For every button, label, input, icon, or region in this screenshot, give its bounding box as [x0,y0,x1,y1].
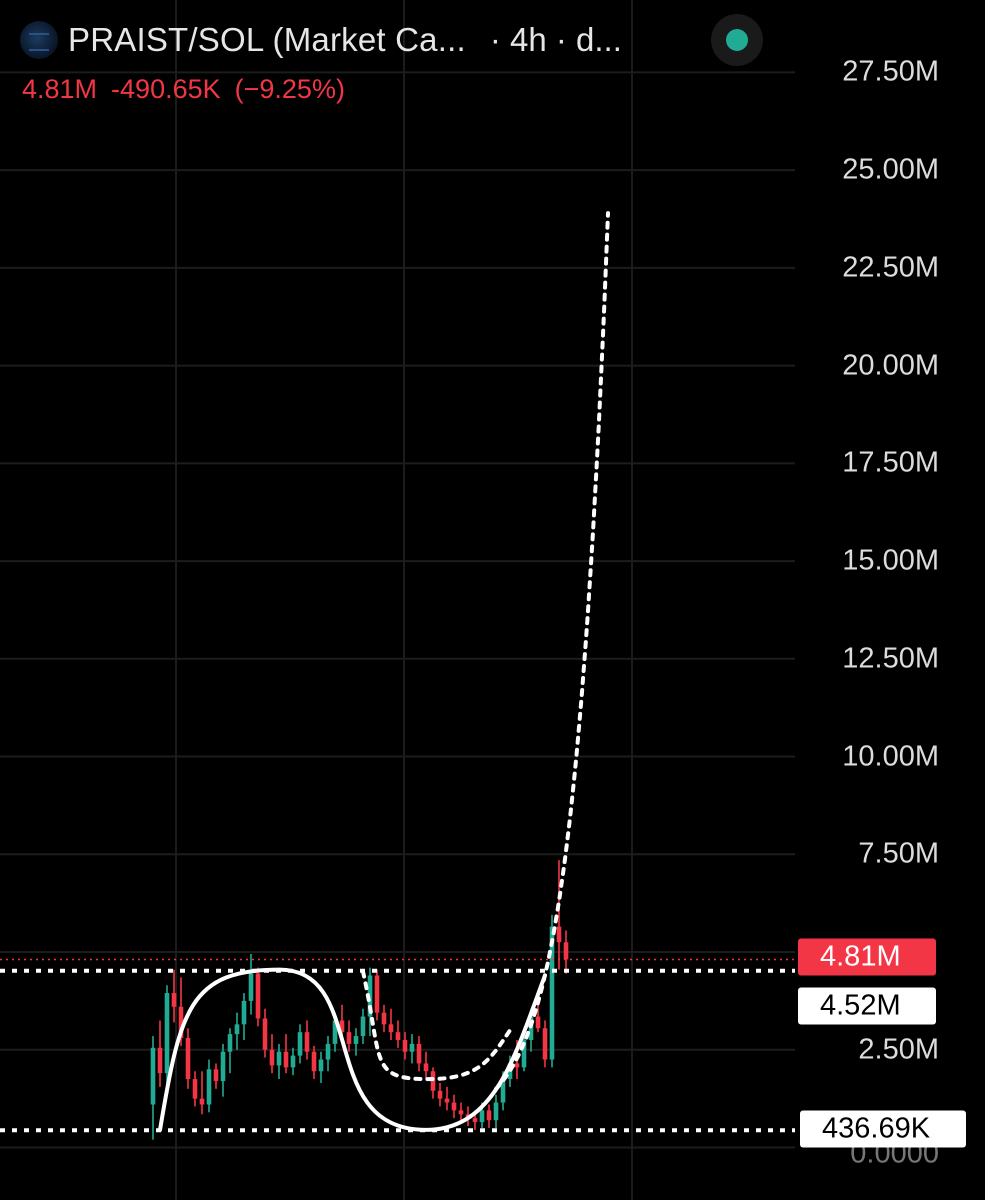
candle-body [192,1079,198,1099]
quote-line: 4.81M -490.65K (−9.25%) [22,74,345,105]
y-axis-tick-label: 27.50M [842,55,939,88]
candle-body [199,1098,205,1105]
candle-body [451,1102,457,1111]
candle-body [290,1055,296,1068]
candle-body [276,1051,282,1066]
candle-body [248,973,254,1001]
candle-body [430,1071,436,1091]
candle-body [234,1024,240,1035]
candle-body [227,1034,233,1052]
y-axis-tick-label: 17.50M [842,446,939,479]
y-axis-tick-label: 22.50M [842,251,939,284]
candle-body [353,1036,359,1044]
candle-body [395,1032,401,1040]
y-axis-tick-label: 20.00M [842,349,939,382]
candle-body [262,1018,268,1050]
candle-body [416,1043,422,1064]
interval-label[interactable]: · 4h · d... [489,21,622,58]
candle-body [325,1043,331,1060]
candle-body [255,973,261,1019]
candle-body [535,1016,541,1029]
cup-curve [361,969,512,1082]
change-value: -490.65K [111,74,221,104]
y-axis-tick-label: 12.50M [842,642,939,675]
candle-body [409,1043,415,1052]
candle-body [423,1063,429,1072]
wave-curve [158,967,547,1132]
candle-body [556,926,562,943]
low-price-tag: 436.69K [800,1110,966,1148]
candle-body [213,1069,219,1082]
candle-body [437,1090,443,1099]
candle-body [444,1098,450,1103]
market-status-dot-icon [726,29,748,51]
candle-body [171,993,177,1007]
candle-body [493,1102,499,1121]
candle-body [472,1118,478,1123]
candle-body [164,993,170,1074]
chart-header: PRAIST/SOL (Market Ca... · 4h · d... [20,18,622,62]
candle-body [521,1039,527,1068]
candle-body [311,1051,317,1072]
candle-body [381,1012,387,1025]
candle-body [458,1110,464,1115]
symbol-title[interactable]: PRAIST/SOL (Market Ca... [68,21,466,58]
candle-body [549,926,555,1060]
y-axis-tick-label: 7.50M [858,837,939,870]
level-price-tag: 4.52M [798,987,936,1025]
candle-body [388,1024,394,1033]
candle-body [332,1020,338,1044]
candle-body [479,1110,485,1123]
candle-body [402,1039,408,1052]
candle-body [360,1016,366,1037]
last-price-value: 4.81M [22,74,98,104]
candle-body [563,942,569,960]
candle-body [178,1006,184,1039]
change-percent: (−9.25%) [234,74,345,104]
candle-body [528,1016,534,1040]
candle-body [297,1032,303,1056]
candle-body [220,1051,226,1082]
candle-body [542,1028,548,1060]
candle-body [486,1110,492,1121]
candle-body [374,975,380,1013]
y-axis-tick-label: 10.00M [842,740,939,773]
candle-body [185,1038,191,1080]
market-status-button[interactable] [711,14,763,66]
last-price-tag: 4.81M [798,938,936,976]
candle-body [150,1047,156,1105]
y-axis-tick-label: 25.00M [842,153,939,186]
candle-body [269,1049,275,1066]
token-logo-icon [20,21,58,59]
candle-body [318,1059,324,1072]
y-axis-tick-label: 15.00M [842,544,939,577]
candle-body [514,1063,520,1068]
candle-body [500,1079,506,1103]
candle-body [241,1000,247,1025]
candle-body [206,1069,212,1105]
y-axis-tick-label: 2.50M [858,1033,939,1066]
projection-curve [494,211,610,1091]
candle-body [157,1047,163,1074]
candle-body [283,1051,289,1068]
candle-body [339,1020,345,1033]
candle-body [304,1032,310,1052]
candle-body [346,1032,352,1044]
